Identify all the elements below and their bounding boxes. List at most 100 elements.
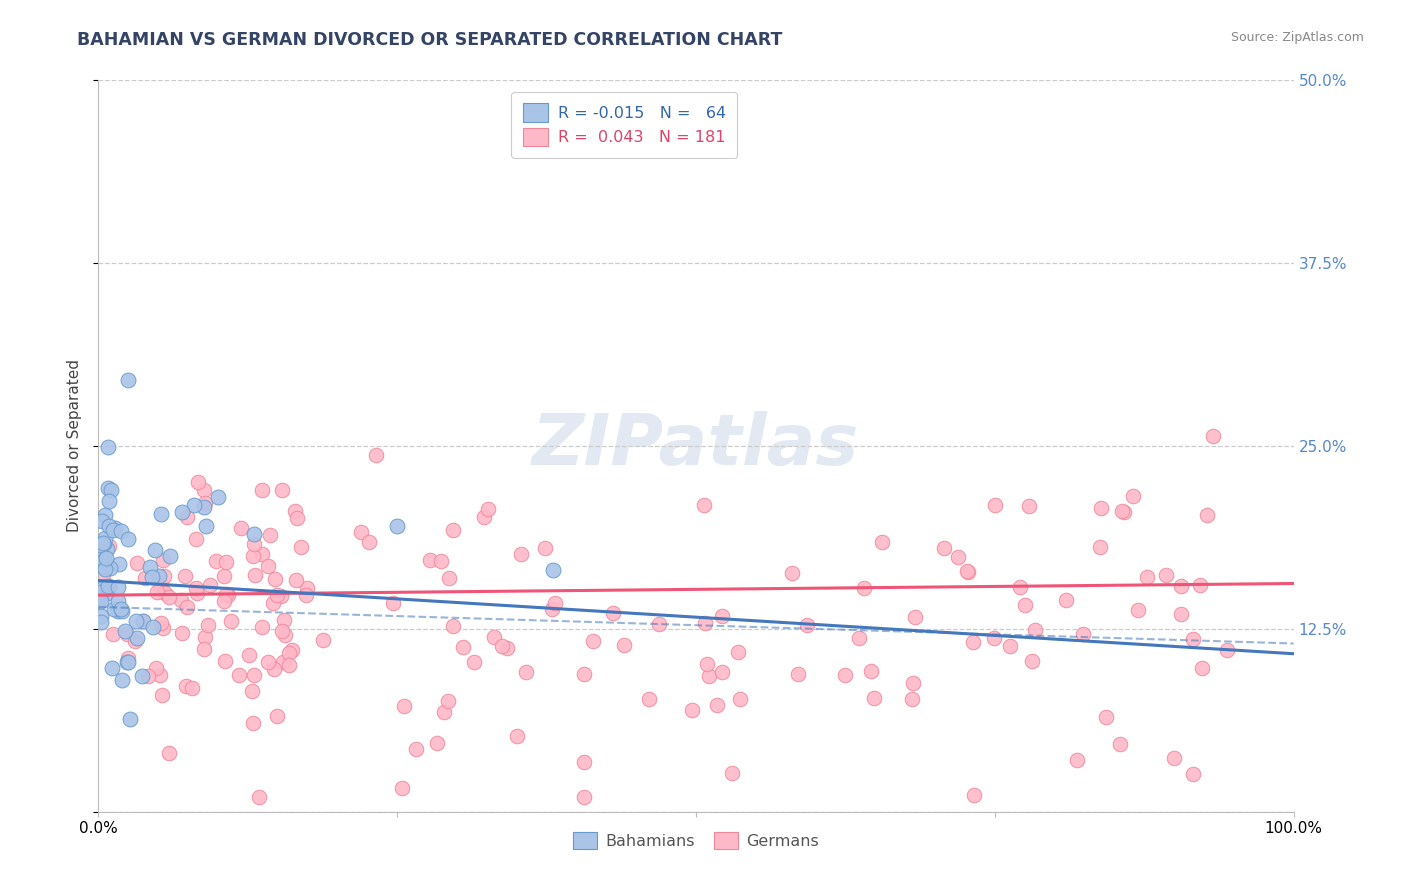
Point: [266, 708, 288, 723]
Point: [247, 790, 270, 805]
Point: [962, 635, 984, 649]
Point: [181, 681, 204, 696]
Point: [149, 578, 172, 592]
Point: [104, 521, 127, 535]
Point: [1189, 578, 1212, 592]
Point: [134, 571, 156, 585]
Point: [533, 541, 555, 556]
Point: [1122, 489, 1144, 503]
Point: [963, 788, 986, 802]
Point: [693, 498, 716, 512]
Point: [114, 624, 136, 638]
Point: [385, 519, 409, 533]
Point: [176, 679, 198, 693]
Point: [183, 498, 205, 512]
Point: [1191, 660, 1213, 674]
Point: [904, 610, 927, 624]
Point: [1010, 581, 1032, 595]
Point: [153, 569, 176, 583]
Point: [392, 698, 415, 713]
Point: [97, 579, 120, 593]
Point: [541, 563, 564, 577]
Point: [433, 705, 456, 719]
Point: [787, 667, 810, 681]
Point: [278, 646, 301, 660]
Point: [242, 667, 264, 681]
Point: [90, 591, 112, 606]
Point: [91, 514, 114, 528]
Point: [132, 614, 155, 628]
Point: [451, 640, 474, 654]
Point: [250, 547, 273, 561]
Point: [115, 627, 138, 641]
Point: [852, 581, 875, 595]
Point: [153, 586, 176, 600]
Point: [150, 615, 173, 630]
Point: [728, 692, 751, 706]
Point: [157, 591, 180, 605]
Point: [472, 509, 495, 524]
Point: [97, 440, 120, 454]
Point: [349, 525, 371, 540]
Point: [90, 585, 112, 599]
Point: [125, 556, 148, 570]
Point: [381, 596, 404, 610]
Point: [1024, 624, 1046, 638]
Point: [983, 498, 1005, 512]
Point: [90, 615, 112, 630]
Point: [901, 692, 924, 706]
Point: [271, 483, 294, 497]
Point: [263, 662, 285, 676]
Point: [91, 559, 114, 574]
Point: [491, 639, 513, 653]
Point: [132, 614, 155, 628]
Point: [142, 620, 165, 634]
Point: [1163, 751, 1185, 765]
Point: [983, 632, 1005, 646]
Point: [271, 655, 294, 669]
Point: [727, 645, 749, 659]
Point: [243, 526, 266, 541]
Point: [1136, 570, 1159, 584]
Point: [285, 511, 308, 525]
Point: [228, 667, 250, 681]
Point: [278, 658, 301, 673]
Point: [98, 540, 121, 554]
Point: [136, 669, 159, 683]
Point: [437, 571, 460, 585]
Point: [231, 521, 253, 535]
Point: [117, 651, 139, 665]
Point: [1014, 599, 1036, 613]
Point: [295, 581, 318, 595]
Point: [721, 766, 744, 780]
Point: [932, 541, 955, 555]
Point: [97, 519, 120, 533]
Point: [1066, 753, 1088, 767]
Point: [212, 594, 235, 608]
Point: [1154, 568, 1177, 582]
Point: [91, 568, 114, 582]
Point: [176, 600, 198, 615]
Point: [280, 642, 302, 657]
Point: [266, 588, 288, 602]
Point: [194, 630, 217, 644]
Point: [204, 554, 226, 568]
Point: [612, 638, 634, 652]
Point: [170, 592, 193, 607]
Point: [96, 542, 118, 557]
Point: [97, 493, 120, 508]
Point: [139, 560, 162, 574]
Point: [648, 617, 671, 632]
Point: [194, 495, 217, 509]
Point: [290, 540, 312, 554]
Point: [405, 742, 427, 756]
Point: [159, 549, 181, 563]
Point: [107, 557, 129, 571]
Point: [90, 538, 112, 552]
Point: [957, 566, 980, 580]
Point: [186, 581, 208, 595]
Point: [125, 631, 148, 645]
Point: [430, 554, 453, 568]
Point: [193, 483, 215, 497]
Point: [97, 578, 120, 592]
